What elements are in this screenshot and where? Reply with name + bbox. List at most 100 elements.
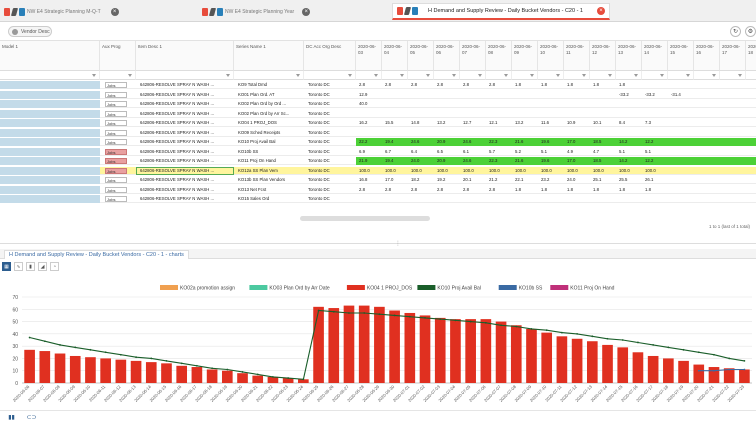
value-cell[interactable]: 17.0 [567,139,576,144]
value-cell[interactable]: 14.2 [619,139,628,144]
value-cell[interactable] [383,91,407,99]
aux-select[interactable]: Jobs [105,120,127,126]
value-cell[interactable]: 1.8 [515,186,521,192]
table-row[interactable]: Jobs 642806-RESOLVE SPRAY N WASH ... KO10b… [0,147,756,156]
value-cell[interactable]: -33.2 [619,91,629,97]
value-cell[interactable] [539,91,563,99]
chart-stats-icon[interactable]: ▮▮ [8,415,15,421]
value-cell[interactable]: 13.2 [515,120,524,125]
value-cell[interactable]: 2.8 [463,82,469,87]
value-cell[interactable]: 2.8 [359,82,365,87]
filter-date[interactable] [616,71,642,80]
model-cell[interactable] [0,90,100,99]
model-cell[interactable] [0,109,100,118]
value-cell[interactable]: 15.5 [385,120,394,125]
settings-icon[interactable]: ⚙ [745,26,756,37]
col-header-date[interactable]: 2020-06-08 [486,41,512,71]
value-cell[interactable]: 8.4 [619,120,625,125]
table-row[interactable]: Jobs 642806-RESOLVE SPRAY N WASH ... KO13 … [0,185,756,194]
filter-date[interactable] [460,71,486,80]
value-cell[interactable]: 21.2 [489,177,498,182]
value-cell[interactable]: 100.0 [541,167,552,173]
value-cell[interactable]: 10.1 [593,120,602,125]
table-row[interactable]: Jobs 642806-RESOLVE SPRAY N WASH ... KO11 … [0,157,756,165]
value-cell[interactable]: 18.5 [593,158,602,163]
model-cell[interactable] [0,195,100,203]
tab-strategic-planning-mqt[interactable]: NW E4 Strategic Planning M-Q-T × [4,3,119,20]
close-icon[interactable]: × [302,7,311,16]
panel-splitter[interactable]: ⋮ [0,241,756,249]
value-cell[interactable]: 20.9 [437,158,446,163]
link-icon[interactable]: ⊂⊃ [26,415,37,421]
col-header-date[interactable]: 2020-06-11 [564,41,590,71]
filter-dc[interactable] [304,71,356,80]
model-cell[interactable] [0,166,100,175]
value-cell[interactable]: 100.0 [645,167,656,173]
value-cell[interactable]: 2.8 [489,82,495,87]
value-cell[interactable] [565,91,589,99]
value-cell[interactable]: 19.6 [541,158,550,163]
value-cell[interactable]: 14.8 [411,120,420,125]
value-cell[interactable] [591,91,615,99]
value-cell[interactable]: 18.5 [593,139,602,144]
col-header-item-desc[interactable]: Item Desc 1 [136,41,234,71]
value-cell[interactable]: 1.8 [619,186,625,192]
value-cell[interactable]: 25.5 [619,177,628,182]
value-cell[interactable]: 2.8 [411,186,417,192]
value-cell[interactable]: 24.0 [567,177,576,182]
value-cell[interactable]: -33.2 [645,91,655,97]
combo-chart-icon[interactable]: ▦ [2,262,11,271]
value-cell[interactable]: 100.0 [619,167,630,173]
filter-date[interactable] [408,71,434,80]
col-header-date[interactable]: 2020-06-10 [538,41,564,71]
value-cell[interactable]: 100.0 [359,167,370,173]
value-cell[interactable]: 24.6 [463,139,472,144]
value-cell[interactable]: 24.6 [463,158,472,163]
value-cell[interactable] [435,91,459,99]
value-cell[interactable]: 2.8 [385,186,391,192]
value-cell[interactable]: 16.2 [359,120,368,125]
value-cell[interactable]: 6.7 [385,148,391,154]
value-cell[interactable]: 6.1 [463,148,469,154]
value-cell[interactable]: 19.6 [541,139,550,144]
aux-select[interactable]: Jobs [105,177,127,183]
table-row[interactable]: Jobs 642806-RESOLVE SPRAY N WASH ... KO02 … [0,100,756,108]
tab-demand-supply-review[interactable]: H Demand and Supply Review - Daily Bucke… [392,3,610,20]
value-cell[interactable]: 10.9 [567,120,576,125]
value-cell[interactable]: 100.0 [437,167,448,173]
col-header-dc[interactable]: DC Acc Org Desc [304,41,356,71]
close-icon[interactable]: × [597,7,605,15]
value-cell[interactable] [461,91,485,99]
col-header-date[interactable]: 2020-06-05 [408,41,434,71]
value-cell[interactable]: 1.8 [515,82,521,87]
line-chart-icon[interactable]: ∿ [14,262,23,271]
value-cell[interactable]: 100.0 [567,167,578,173]
value-cell[interactable]: 2.8 [385,82,391,87]
value-cell[interactable]: 100.0 [463,167,474,173]
value-cell[interactable]: 21.6 [515,158,524,163]
filter-chip[interactable]: Vendor Desc [8,26,52,37]
col-header-date[interactable]: 2020-06-07 [460,41,486,71]
filter-date[interactable] [694,71,720,80]
splitter-grip-icon[interactable]: ⋮ [395,241,401,247]
value-cell[interactable]: 1.8 [541,186,547,192]
col-header-date[interactable]: 2020-06-04 [382,41,408,71]
filter-date[interactable] [512,71,538,80]
value-cell[interactable]: 21.9 [359,158,368,163]
value-cell[interactable]: 2.8 [359,186,365,192]
tab-strategic-planning-year[interactable]: NW E4 Strategic Planning Year × [202,3,311,20]
remove-filter-icon[interactable] [12,28,18,35]
value-cell[interactable]: 22.1 [515,177,524,182]
value-cell[interactable]: 23.2 [541,177,550,182]
value-cell[interactable]: 18.2 [411,177,420,182]
aux-select[interactable]: Jobs [105,139,127,145]
col-header-date[interactable]: 2020-06-03 [356,41,382,71]
col-header-date[interactable]: 2020-06-13 [616,41,642,71]
value-cell[interactable]: 22.3 [489,158,498,163]
col-header-date[interactable]: 2020-06-18 [746,41,756,71]
value-cell[interactable]: 1.8 [645,186,651,192]
value-cell[interactable]: 16.8 [359,177,368,182]
bar-chart-icon[interactable]: ▮ [26,262,35,271]
aux-select[interactable]: Jobs [105,158,127,164]
value-cell[interactable]: 100.0 [411,167,422,173]
